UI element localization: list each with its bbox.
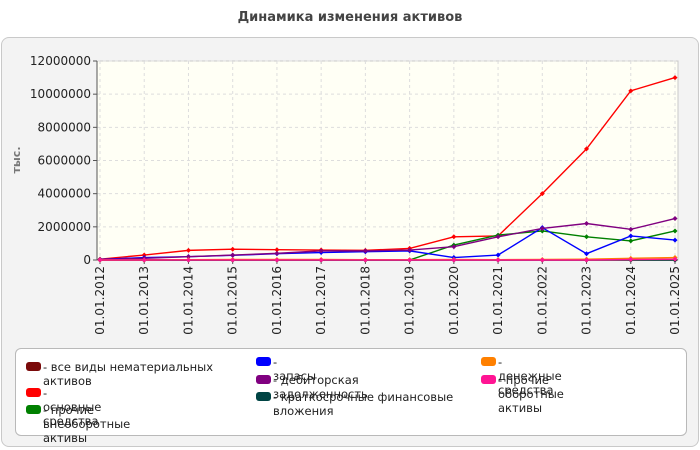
data-point: [318, 248, 324, 254]
legend-label: - прочие внеоборотные активы: [43, 403, 131, 445]
data-point: [628, 226, 634, 232]
x-tick-label: 01.01.2024: [624, 266, 638, 335]
data-point: [584, 251, 590, 257]
legend-label: - запасы: [273, 355, 317, 383]
data-point: [185, 247, 191, 253]
data-point: [230, 257, 236, 263]
chart-title: Динамика изменения активов: [237, 10, 463, 25]
x-tick-label: 01.01.2018: [358, 266, 372, 335]
x-tick-label: 01.01.2023: [580, 266, 594, 335]
data-point: [672, 75, 678, 81]
data-point: [628, 257, 634, 263]
data-point: [97, 257, 103, 263]
y-tick-label: 6000000: [38, 154, 91, 168]
legend-swatch: [256, 357, 271, 366]
y-tick-label: 8000000: [38, 120, 91, 134]
legend-swatch: [481, 357, 496, 366]
series-path: [100, 258, 676, 261]
data-point: [628, 233, 634, 239]
y-tick-label: 10000000: [30, 87, 91, 101]
legend-label: - денежные средства: [498, 355, 562, 397]
data-point: [584, 234, 590, 240]
data-point: [362, 257, 368, 263]
legend-label: - дебиторская задолженность: [273, 373, 368, 401]
data-point: [451, 234, 457, 240]
data-point: [407, 257, 413, 263]
x-tick-label: 01.01.2022: [535, 266, 549, 335]
legend-swatch: [26, 405, 41, 414]
y-tick-label: 4000000: [38, 187, 91, 201]
grid-lines: [97, 60, 678, 261]
data-point: [318, 257, 324, 263]
x-tick-label: 01.01.2025: [668, 266, 682, 335]
data-point: [185, 254, 191, 260]
legend-swatch: [26, 362, 41, 371]
legend-label: - краткосрочные финансовые вложения: [273, 390, 454, 418]
y-tick-label: 0: [83, 253, 91, 267]
data-point: [451, 244, 457, 250]
series-lines: [97, 75, 678, 263]
legend-label: - прочие оборотные активы: [498, 373, 564, 415]
data-point: [230, 246, 236, 252]
data-point: [407, 247, 413, 253]
tick-labels: 0 2000000 4000000 6000000 8000000 10000000 120…: [30, 54, 682, 335]
x-tick-label: 01.01.2015: [226, 266, 240, 335]
data-point: [628, 88, 634, 94]
data-point: [495, 257, 501, 263]
y-axis-label: тыс.: [10, 146, 23, 173]
data-point: [539, 225, 545, 231]
x-tick-label: 01.01.2021: [491, 266, 505, 335]
data-point: [451, 257, 457, 263]
x-tick-label: 01.01.2019: [403, 266, 417, 335]
data-point: [185, 257, 191, 263]
legend-label: - основные средства: [43, 386, 102, 428]
x-tick-label: 01.01.2016: [270, 266, 284, 335]
x-tick-label: 01.01.2014: [181, 266, 195, 335]
legend-swatch: [481, 375, 496, 384]
data-point: [274, 257, 280, 263]
data-point: [672, 216, 678, 222]
data-point: [495, 234, 501, 240]
data-point: [495, 252, 501, 258]
data-point: [274, 247, 280, 253]
legend-swatch: [256, 392, 271, 401]
legend-swatch: [256, 375, 271, 384]
y-tick-label: 12000000: [30, 54, 91, 68]
series-path: [99, 76, 676, 260]
data-point: [539, 257, 545, 263]
data-point: [141, 257, 147, 263]
data-point: [584, 146, 590, 152]
data-point: [539, 191, 545, 197]
data-point: [584, 221, 590, 227]
legend-swatch: [26, 388, 41, 397]
data-point: [672, 256, 678, 262]
y-tick-label: 2000000: [38, 220, 91, 234]
chart-legend: - все виды нематериальных активов - основ…: [15, 348, 687, 445]
series-line: [97, 256, 678, 263]
data-point: [672, 228, 678, 234]
legend-label: - все виды нематериальных активов: [43, 360, 214, 388]
x-tick-label: 01.01.2012: [93, 266, 107, 335]
data-point: [362, 248, 368, 254]
x-tick-label: 01.01.2017: [314, 266, 328, 335]
x-tick-label: 01.01.2020: [447, 266, 461, 335]
series-path: [99, 217, 676, 261]
data-point: [230, 252, 236, 258]
data-point: [628, 238, 634, 244]
x-tick-label: 01.01.2013: [137, 266, 151, 335]
data-point: [584, 257, 590, 263]
data-point: [672, 237, 678, 243]
data-point: [274, 250, 280, 256]
